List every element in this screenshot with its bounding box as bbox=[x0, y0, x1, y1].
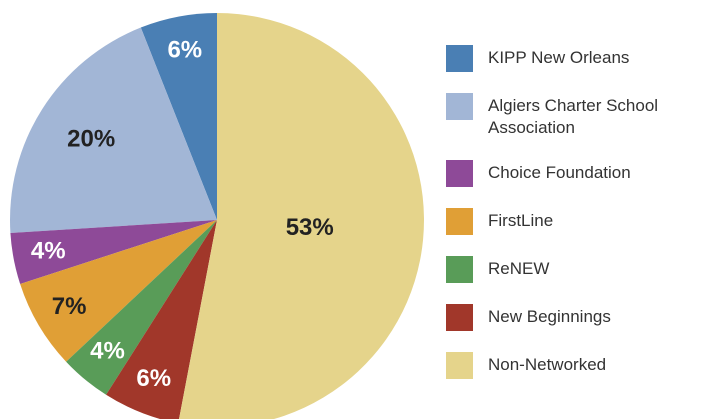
legend-label: Algiers Charter School Association bbox=[488, 96, 659, 137]
legend-swatch bbox=[446, 256, 473, 283]
legend: KIPP New Orleans Algiers Charter School A… bbox=[446, 45, 708, 400]
legend-swatch bbox=[446, 160, 473, 187]
legend-label: Choice Foundation bbox=[488, 163, 631, 182]
pie-slice bbox=[179, 13, 424, 419]
legend-item: Non-Networked bbox=[446, 352, 708, 379]
legend-swatch bbox=[446, 208, 473, 235]
data-label: 7% bbox=[52, 293, 87, 320]
pie-slice bbox=[10, 220, 218, 284]
pie-slice bbox=[20, 220, 217, 362]
legend-item: Choice Foundation bbox=[446, 160, 708, 187]
data-label: 20% bbox=[67, 125, 115, 152]
legend-item: FirstLine bbox=[446, 208, 708, 235]
data-label: 4% bbox=[90, 338, 125, 365]
legend-swatch bbox=[446, 93, 473, 120]
legend-item: KIPP New Orleans bbox=[446, 45, 708, 72]
pie-slice bbox=[66, 220, 218, 395]
legend-item: Algiers Charter School Association bbox=[446, 93, 708, 139]
pie-slice bbox=[9, 27, 218, 233]
data-label: 6% bbox=[136, 365, 171, 392]
legend-swatch bbox=[446, 45, 473, 72]
pie-slice bbox=[106, 220, 217, 419]
legend-item: ReNEW bbox=[446, 256, 708, 283]
legend-swatch bbox=[446, 304, 473, 331]
data-label: 6% bbox=[167, 37, 202, 64]
legend-label: ReNEW bbox=[488, 259, 550, 278]
legend-label: KIPP New Orleans bbox=[488, 48, 630, 67]
legend-label: New Beginnings bbox=[488, 307, 611, 326]
legend-label: Non-Networked bbox=[488, 355, 607, 374]
legend-label: FirstLine bbox=[488, 211, 554, 230]
legend-item: New Beginnings bbox=[446, 304, 708, 331]
data-label: 4% bbox=[31, 238, 66, 265]
data-label: 53% bbox=[286, 214, 334, 241]
legend-swatch bbox=[446, 352, 473, 379]
pie-slice bbox=[140, 13, 217, 220]
